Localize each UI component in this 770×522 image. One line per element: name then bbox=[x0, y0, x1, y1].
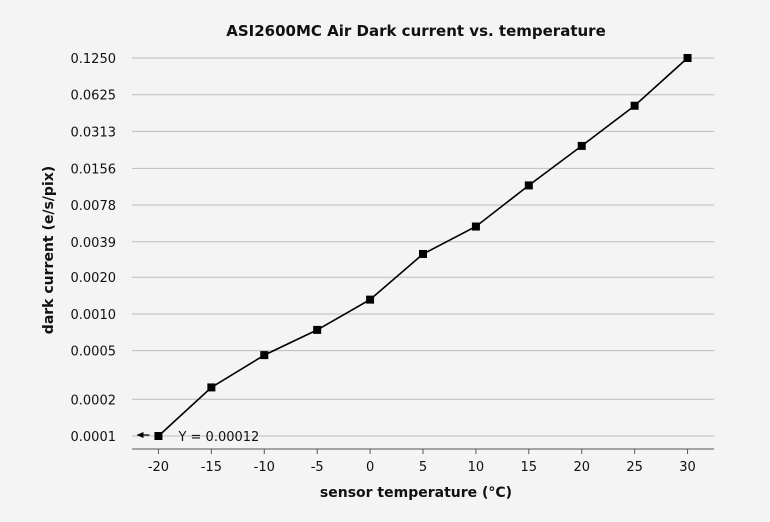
series-layer bbox=[154, 54, 692, 440]
data-point bbox=[313, 325, 322, 334]
data-point bbox=[683, 54, 692, 62]
data-point bbox=[577, 141, 586, 150]
data-point bbox=[366, 295, 375, 304]
grid-layer bbox=[132, 57, 714, 437]
data-point bbox=[630, 101, 639, 110]
y-tick-label: 0.1250 bbox=[71, 52, 117, 67]
y-tick-label: 0.0078 bbox=[71, 199, 117, 214]
x-tick-label: -5 bbox=[311, 460, 324, 475]
x-tick-label: -20 bbox=[148, 460, 169, 475]
data-point bbox=[260, 351, 269, 360]
y-tick-label: 0.0156 bbox=[71, 162, 117, 177]
y-tick-label: 0.0001 bbox=[71, 430, 117, 445]
y-tick-label: 0.0625 bbox=[71, 89, 117, 104]
y-axis-label: dark current (e/s/pix) bbox=[41, 166, 57, 334]
x-tick-label: 15 bbox=[521, 460, 538, 475]
x-tick-label: 5 bbox=[419, 460, 427, 475]
y-tick-label: 0.0020 bbox=[71, 271, 117, 286]
annotation-label: Y = 0.00012 bbox=[177, 430, 259, 445]
x-tick-label: -15 bbox=[201, 460, 222, 475]
y-tick-label: 0.0005 bbox=[71, 345, 117, 360]
annotation-layer: Y = 0.00012 bbox=[136, 430, 259, 445]
axis-layer bbox=[132, 448, 714, 454]
y-tick-label: 0.0313 bbox=[71, 125, 117, 140]
y-tick-label: 0.0039 bbox=[71, 236, 117, 251]
data-point bbox=[154, 432, 163, 440]
y-tick-label: 0.0002 bbox=[71, 393, 117, 408]
x-tick-label: -10 bbox=[254, 460, 275, 475]
tick-layer: 0.0001 0.0002 0.0005 0.0010 0.0020 0.0039 0.00… bbox=[71, 52, 696, 475]
data-point bbox=[207, 383, 216, 392]
x-tick-label: 0 bbox=[366, 460, 374, 475]
x-tick-label: 10 bbox=[468, 460, 485, 475]
chart-title: ASI2600MC Air Dark current vs. temperatu… bbox=[226, 22, 606, 40]
x-tick-label: 25 bbox=[626, 460, 643, 475]
data-point bbox=[471, 222, 480, 231]
data-point bbox=[419, 249, 427, 258]
series-line bbox=[157, 57, 689, 437]
data-point bbox=[524, 181, 533, 190]
x-axis-label: sensor temperature (°C) bbox=[320, 485, 512, 501]
x-tick-label: 30 bbox=[679, 460, 696, 475]
y-tick-label: 0.0010 bbox=[71, 308, 117, 323]
x-tick-label: 20 bbox=[573, 460, 590, 475]
annotation-arrow-head bbox=[136, 432, 144, 438]
